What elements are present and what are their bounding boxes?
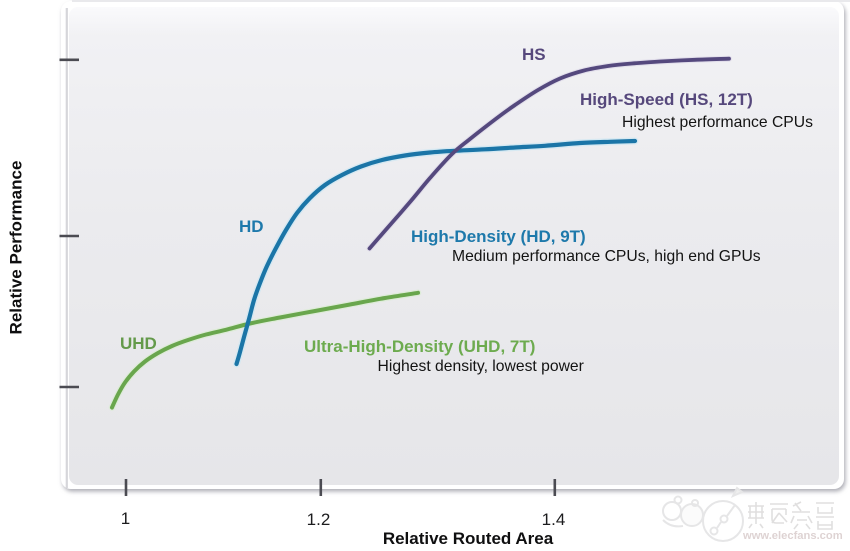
svg-text:www.elecfans.com: www.elecfans.com [742, 530, 843, 542]
